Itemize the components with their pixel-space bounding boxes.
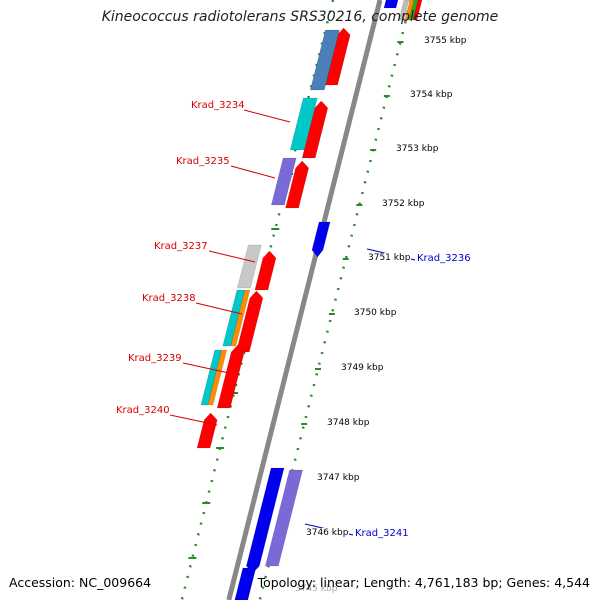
gene-label-krad-3238[interactable]: Krad_3238 [142,293,196,304]
label-leader-line [230,165,276,179]
tick-label: 3749 kbp [340,363,385,374]
label-leader-line [195,302,243,315]
gene-label-krad-3241[interactable]: Krad_3241 [355,528,409,539]
gene-label-krad-3235[interactable]: Krad_3235 [176,156,230,167]
label-leader-line [169,414,218,426]
map-title: Kineococcus radiotolerans SRS30216, comp… [101,9,499,25]
tick-rail-outer [258,0,413,600]
label-leader-line [243,109,291,123]
tick-label: 3752 kbp [381,199,426,210]
label-leader-line [208,250,256,263]
tick-label: 3753 kbp [395,144,440,155]
reverse-gene [246,467,285,574]
tick-label: 3746 kbp [305,528,350,539]
gene-label-krad-3237[interactable]: Krad_3237 [154,241,208,252]
cog-box-grey [237,244,262,289]
reverse-gene [311,221,331,258]
tick-label: 3748 kbp [326,418,371,429]
forward-gene [285,160,309,209]
genome-backbone [226,0,383,600]
cog-fragment [412,0,423,21]
gene-label-krad-3240[interactable]: Krad_3240 [116,405,170,416]
gene-label-krad-3236[interactable]: Krad_3236 [417,253,471,264]
reverse-gene [234,567,257,600]
forward-gene [216,344,245,409]
gene-label-krad-3234[interactable]: Krad_3234 [191,100,245,111]
cog-box-purple [264,469,303,567]
tick-label: 3754 kbp [409,90,454,101]
genome-stats: Topology: linear; Length: 4,761,183 bp; … [257,575,590,590]
cog-box-orange [207,349,228,406]
tick-label: 3745 kbp [294,584,339,595]
tick-label: 3747 kbp [316,473,361,484]
forward-gene [301,100,329,159]
cog-box-orange [230,289,251,347]
gene-label-krad-3239[interactable]: Krad_3239 [128,353,182,364]
tick-label: 3755 kbp [423,36,468,47]
label-leader-line [182,362,230,374]
forward-gene [254,250,277,291]
tick-label: 3750 kbp [353,308,398,319]
cog-box-purple [270,157,297,206]
forward-gene [196,412,218,449]
accession-text: Accession: NC_009664 [9,575,152,590]
cog-box-cyan [289,97,318,151]
tick-label: 3751 kbp [367,253,412,264]
cog-fragment [398,0,410,21]
cog-box-steel [309,29,340,91]
reverse-gene [383,0,399,9]
